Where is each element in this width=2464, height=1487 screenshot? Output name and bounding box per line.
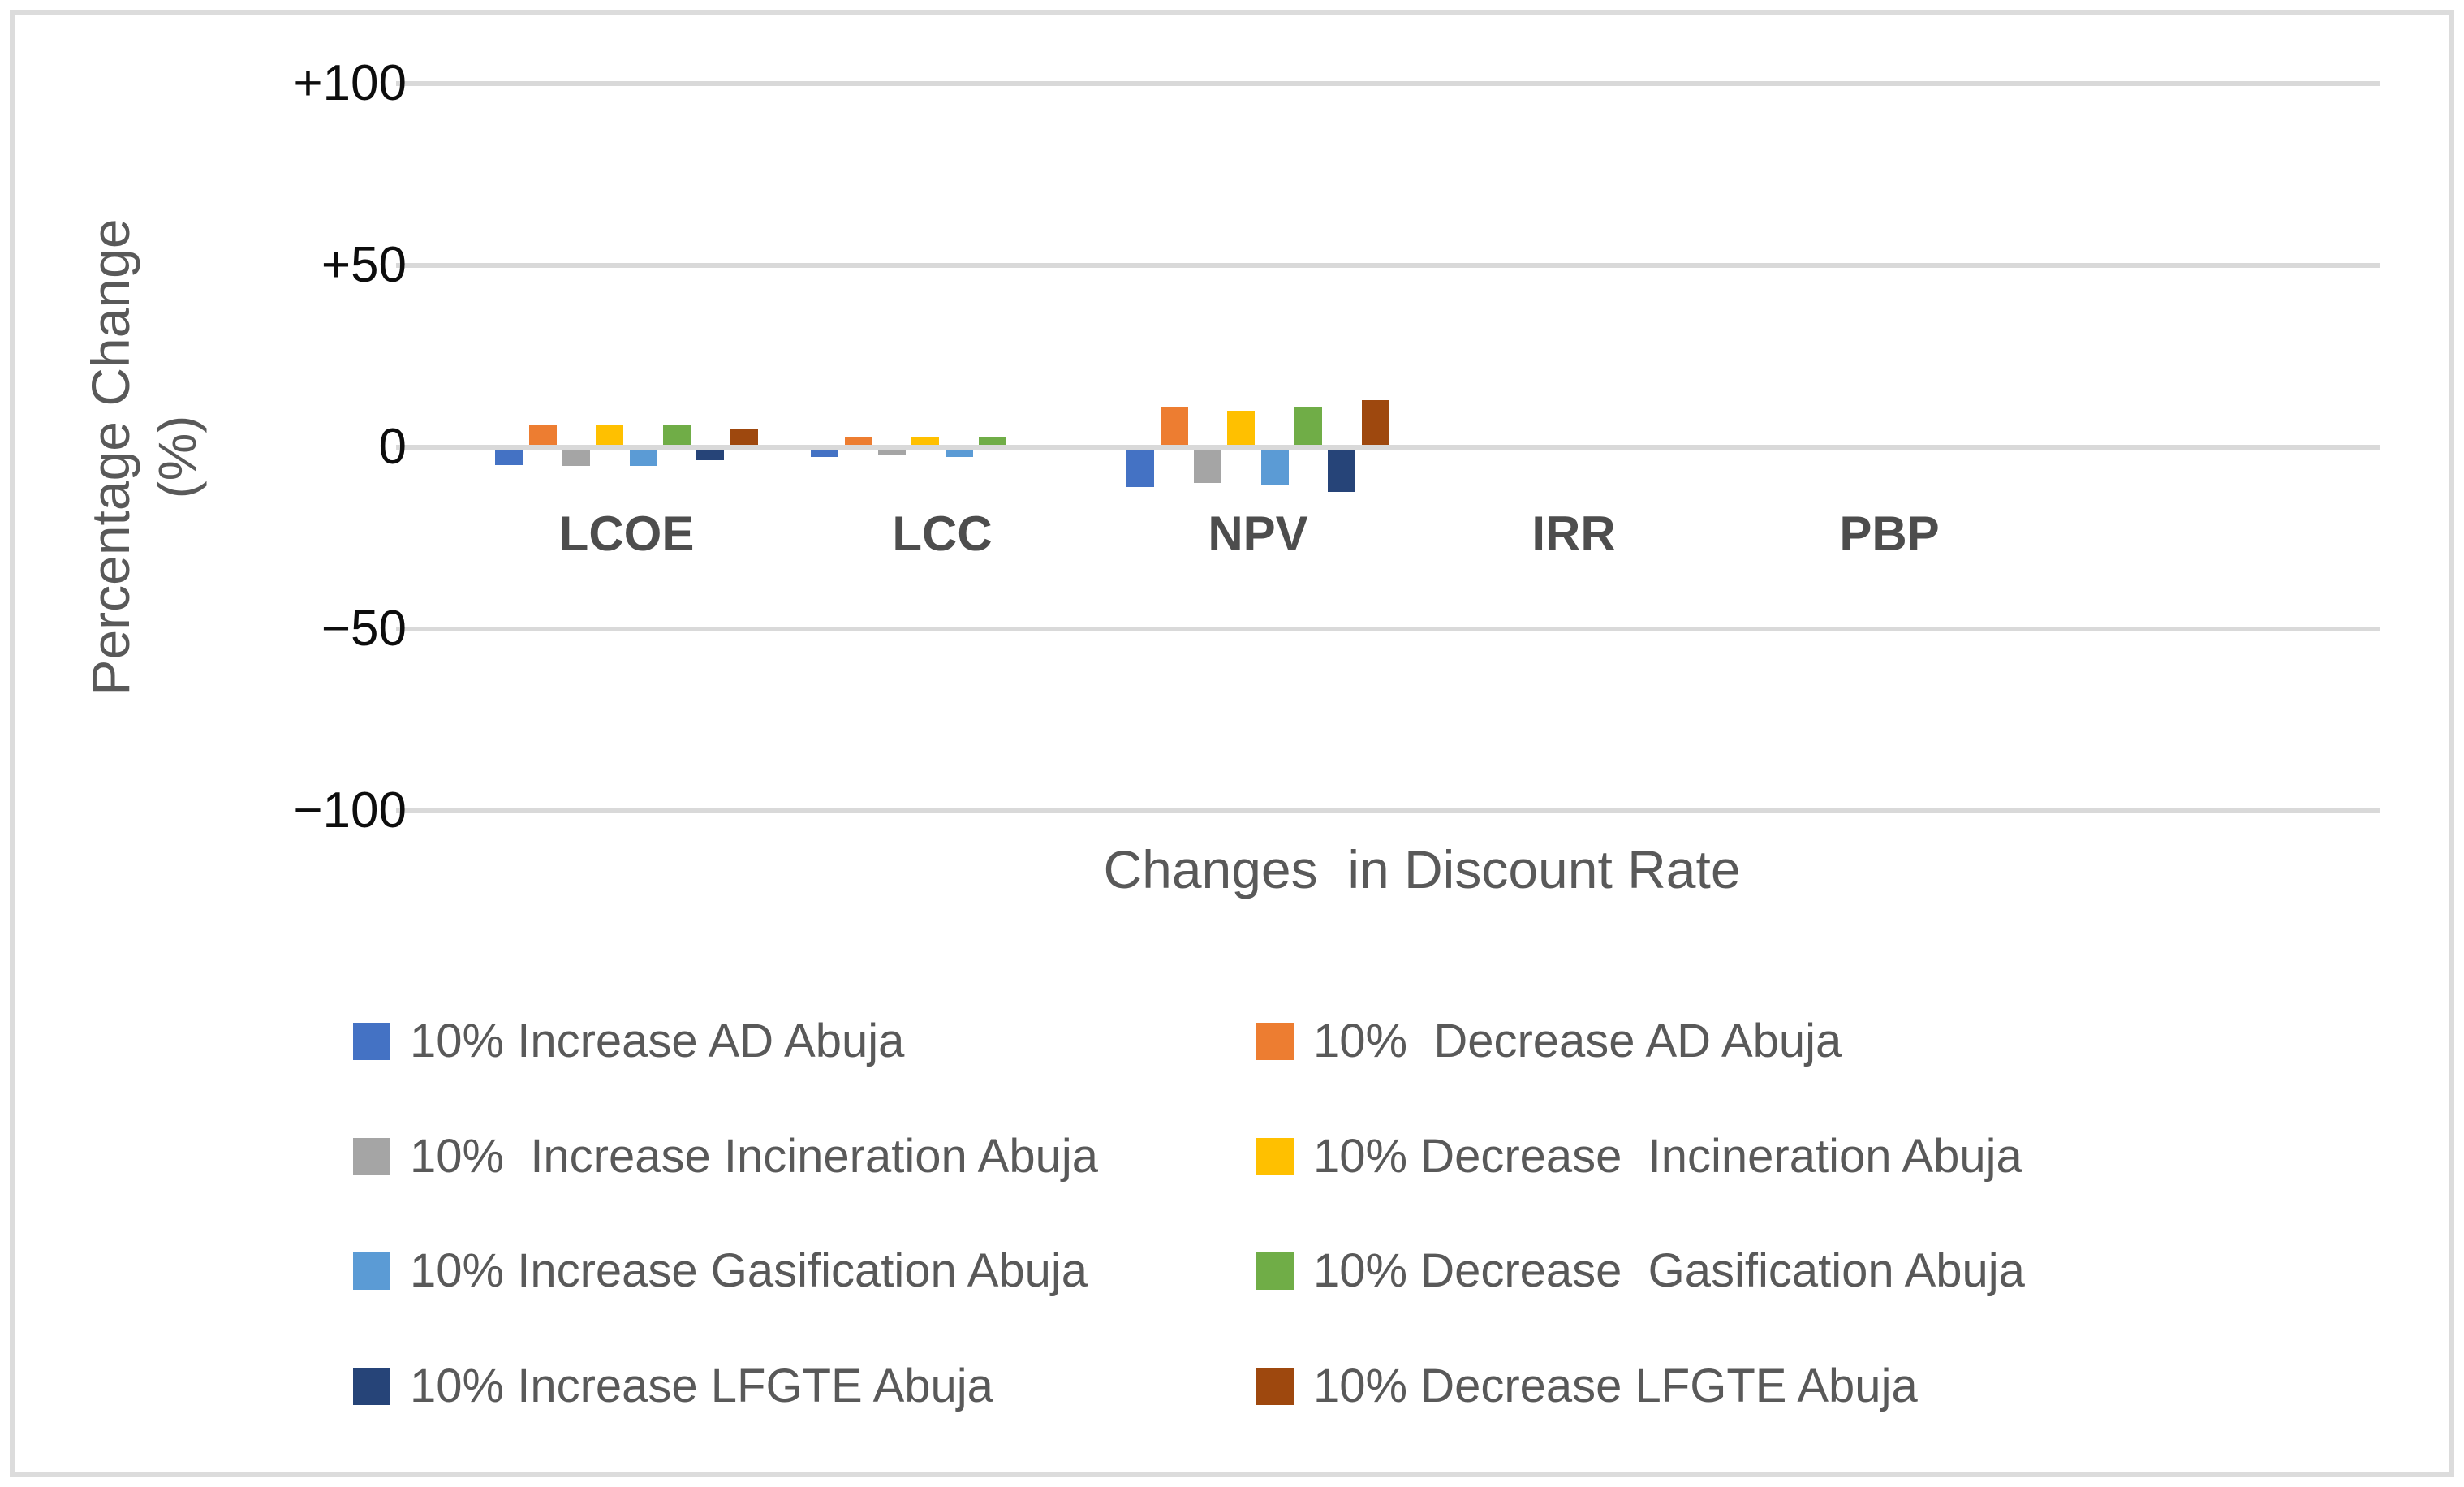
bar [528, 425, 557, 445]
legend-swatch [353, 1252, 390, 1290]
legend-label: 10% Increase LFGTE Abuja [410, 1360, 993, 1412]
category-label: PBP [1839, 506, 1940, 561]
bar [945, 450, 973, 458]
x-axis-title: Changes in Discount Rate [1103, 839, 1741, 899]
bar [1227, 410, 1256, 445]
grid-line [396, 808, 2380, 813]
bar [696, 450, 725, 461]
legend-swatch [1256, 1368, 1294, 1405]
y-tick-label: +100 [293, 55, 407, 111]
bar [1260, 450, 1289, 485]
legend-label: 10% Decrease LFGTE Abuja [1313, 1360, 1918, 1412]
legend-swatch [353, 1368, 390, 1405]
legend-label: 10% Increase Gasification Abuja [410, 1244, 1088, 1297]
y-tick-label: +50 [321, 237, 407, 293]
y-tick-label: −50 [321, 601, 407, 657]
bar [596, 425, 624, 445]
bar [629, 450, 657, 467]
grid-line [396, 81, 2380, 86]
bar [978, 437, 1006, 445]
bar [911, 437, 940, 445]
y-axis-title-line1: Percentage Change [80, 218, 140, 696]
bar [662, 424, 691, 445]
y-tick-label: −100 [293, 782, 407, 838]
category-label: LCC [892, 506, 993, 561]
legend-label: 10% Increase AD Abuja [410, 1015, 905, 1067]
y-tick-label: 0 [378, 419, 407, 475]
bar [1194, 450, 1222, 483]
grid-line [396, 263, 2380, 268]
category-label: NPV [1208, 506, 1308, 561]
bar [495, 450, 523, 466]
bar [1126, 450, 1155, 487]
legend-label: 10% Decrease AD Abuja [1313, 1015, 1842, 1067]
bar [1328, 450, 1356, 492]
legend-label: 10% Increase Incineration Abuja [410, 1130, 1098, 1183]
legend-swatch [1256, 1023, 1294, 1060]
legend-label: 10% Decrease Incineration Abuja [1313, 1130, 2022, 1183]
bar [730, 429, 758, 445]
legend-label: 10% Decrease Gasification Abuja [1313, 1244, 2025, 1297]
bar [1294, 407, 1322, 445]
category-label: IRR [1531, 506, 1616, 561]
grid-line [396, 627, 2380, 631]
grid-line [396, 445, 2380, 450]
bar [562, 450, 591, 467]
bar [844, 437, 872, 445]
bar [1361, 399, 1389, 445]
bar [811, 450, 839, 457]
legend-swatch [1256, 1138, 1294, 1175]
figure-border [10, 10, 2454, 1477]
bar [878, 450, 907, 456]
legend-swatch [1256, 1252, 1294, 1290]
category-label: LCOE [558, 506, 695, 561]
legend-swatch [353, 1138, 390, 1175]
legend-swatch [353, 1023, 390, 1060]
bar [1160, 406, 1188, 445]
